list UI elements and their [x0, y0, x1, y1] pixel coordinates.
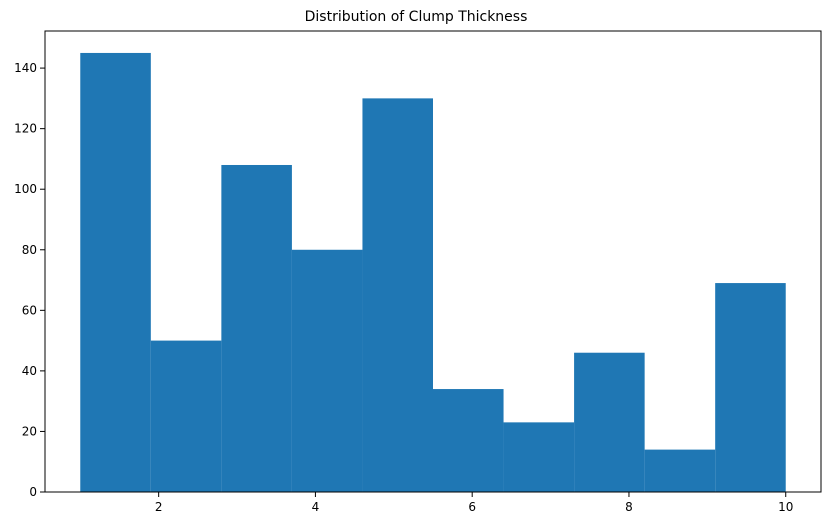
y-tick-label-40: 40	[22, 364, 37, 378]
y-tick-label-100: 100	[14, 182, 37, 196]
y-tick-label-20: 20	[22, 424, 37, 438]
x-tick-label-8: 8	[625, 500, 633, 514]
y-tick-label-0: 0	[29, 485, 37, 499]
y-tick-label-80: 80	[22, 243, 37, 257]
histogram-bar-7	[503, 422, 575, 492]
histogram-bar-2	[150, 340, 222, 492]
x-tick-label-10: 10	[778, 500, 793, 514]
histogram-bar-5	[362, 98, 433, 493]
x-tick-label-6: 6	[468, 500, 476, 514]
histogram-bar-1	[80, 52, 151, 492]
x-tick-label-4: 4	[312, 500, 320, 514]
histogram-bar-3	[221, 164, 292, 493]
y-tick-label-120: 120	[14, 122, 37, 136]
x-ticks-layer: 2 4 6 8 10	[155, 492, 793, 514]
y-ticks-layer: 0 20 40 60 80 100 120 140	[14, 61, 45, 499]
histogram-bar-8	[574, 352, 645, 492]
histogram-bar-10	[715, 283, 786, 492]
histogram-bar-6	[433, 389, 504, 492]
plot-frame	[44, 30, 822, 493]
y-tick-label-140: 140	[14, 61, 37, 75]
x-tick-label-2: 2	[155, 500, 163, 514]
histogram-bar-4	[291, 249, 363, 492]
histogram-bar-9	[644, 449, 716, 492]
y-tick-label-60: 60	[22, 303, 37, 317]
bars-layer	[80, 52, 786, 493]
axes-layer	[44, 30, 822, 493]
chart-title: Distribution of Clump Thickness	[305, 9, 528, 25]
